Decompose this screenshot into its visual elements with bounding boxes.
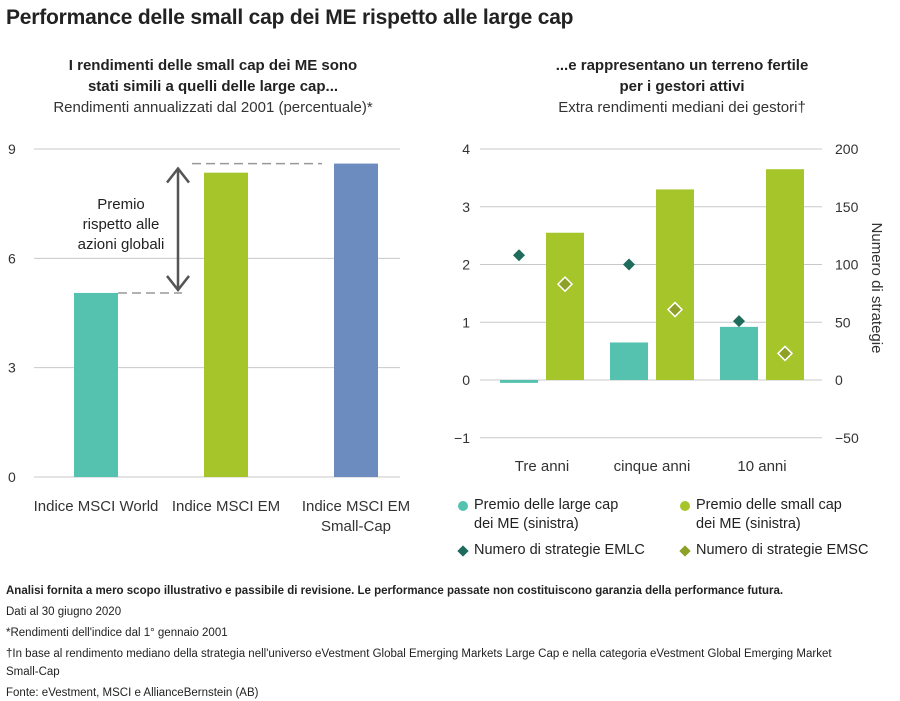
right-marker-emlc xyxy=(733,315,745,328)
right-x-tick-label: 10 anni xyxy=(737,458,786,475)
right-bar-small-cap xyxy=(656,189,694,380)
legend-marker-large-cap xyxy=(458,501,468,511)
right-bar-small-cap xyxy=(766,169,804,380)
left-chart-heading: I rendimenti delle small cap dei ME sono… xyxy=(20,55,406,118)
left-y-tick-label: 3 xyxy=(8,360,16,376)
legend-label-emlc: Numero di strategie EMLC xyxy=(474,542,645,558)
right-y2-tick-label: 150 xyxy=(835,199,859,215)
right-y2-tick-label: 200 xyxy=(835,141,859,157)
legend-label-large-cap-line1: Premio delle large cap xyxy=(474,497,619,513)
footer-date: Dati al 30 giugno 2020 xyxy=(6,606,122,618)
left-x-tick-label: Indice MSCI EM xyxy=(302,498,410,515)
right-y-tick-label: 0 xyxy=(462,372,470,388)
left-heading-line2: stati simili a quelli delle large cap... xyxy=(87,78,339,95)
right-marker-emlc xyxy=(623,258,635,271)
legend-label-large-cap-line2: dei ME (sinistra) xyxy=(474,516,579,532)
premium-annotation-line: Premio xyxy=(97,196,145,213)
left-chart-subtitle: Rendimenti annualizzati dal 2001 (percen… xyxy=(53,99,373,116)
left-bar-2 xyxy=(204,172,248,477)
legend-label-small-cap-line1: Premio delle small cap xyxy=(696,497,842,513)
right-y2-tick-label: 50 xyxy=(835,314,851,330)
right-y2-axis-label: Numero di strategie xyxy=(868,223,885,354)
left-bar-1 xyxy=(74,292,118,477)
premium-arrow-head-up xyxy=(166,166,190,184)
right-marker-emsc xyxy=(776,345,794,362)
left-x-tick-label: Indice MSCI World xyxy=(34,498,159,515)
left-bar-3 xyxy=(334,163,378,478)
legend-label-small-cap-line2: dei ME (sinistra) xyxy=(696,516,801,532)
right-y-tick-label: 1 xyxy=(462,314,470,330)
right-y-tick-label: 2 xyxy=(462,257,470,273)
right-bar-large-cap xyxy=(720,326,758,380)
premium-annotation-line: rispetto alle xyxy=(83,216,160,233)
right-bar-large-cap xyxy=(610,342,648,380)
right-chart-subtitle: Extra rendimenti mediani dei gestori† xyxy=(558,99,806,116)
premium-arrow-head-down xyxy=(166,275,190,292)
left-heading-line1: I rendimenti delle small cap dei ME sono xyxy=(68,57,358,74)
left-y-tick-label: 0 xyxy=(8,469,16,485)
right-marker-emsc xyxy=(666,301,684,318)
right-bar-small-cap xyxy=(546,232,584,380)
right-marker-emsc xyxy=(556,276,574,293)
right-y-tick-label: −1 xyxy=(454,430,470,446)
right-y-tick-label: 4 xyxy=(462,141,470,157)
premium-annotation-line: azioni globali xyxy=(78,236,165,253)
right-heading-line1: ...e rappresentano un terreno fertile xyxy=(555,57,809,74)
footer-note-2-line1: †In base al rendimento mediano della str… xyxy=(6,648,832,660)
footer-disclaimer: Analisi fornita a mero scopo illustrativ… xyxy=(6,585,784,597)
footer-note-2-line2: Small-Cap xyxy=(6,666,60,678)
right-y2-tick-label: 0 xyxy=(835,372,843,388)
right-y2-tick-label: 100 xyxy=(835,257,859,273)
right-chart-heading: ...e rappresentano un terreno fertile pe… xyxy=(478,55,886,118)
left-x-tick-label: Small-Cap xyxy=(321,518,391,535)
page-title: Performance delle small cap dei ME rispe… xyxy=(6,6,574,29)
legend-marker-small-cap xyxy=(680,501,690,511)
right-x-tick-label: Tre anni xyxy=(515,458,569,475)
right-y2-tick-label: −50 xyxy=(835,430,859,446)
footer-source: Fonte: eVestment, MSCI e AllianceBernste… xyxy=(6,687,259,699)
right-x-tick-label: cinque anni xyxy=(614,458,691,475)
legend-label-emsc: Numero di strategie EMSC xyxy=(696,542,869,558)
left-y-tick-label: 9 xyxy=(8,141,16,157)
right-y-tick-label: 3 xyxy=(462,199,470,215)
right-heading-line2: per i gestori attivi xyxy=(619,78,745,95)
left-x-tick-label: Indice MSCI EM xyxy=(172,498,280,515)
right-marker-emlc xyxy=(513,249,525,262)
right-bar-large-cap xyxy=(500,380,538,383)
footer-note-1: *Rendimenti dell'indice dal 1° gennaio 2… xyxy=(6,627,228,639)
left-y-tick-label: 6 xyxy=(8,250,16,266)
